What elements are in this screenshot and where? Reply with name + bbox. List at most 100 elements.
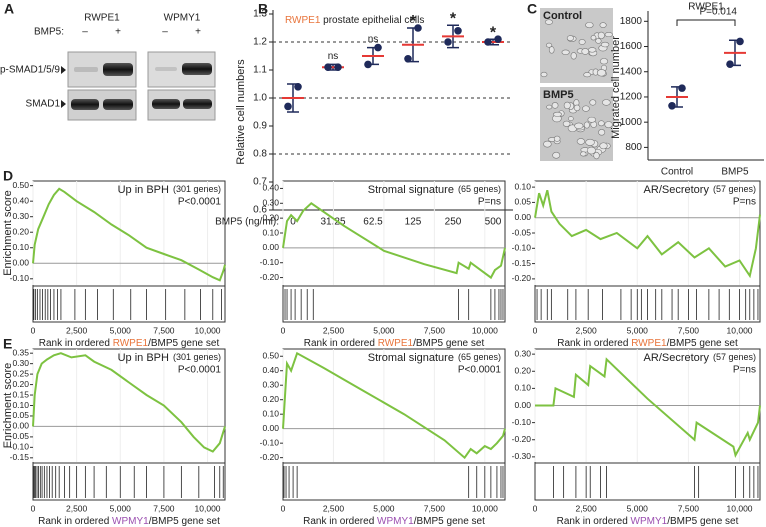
x-label-part: Rank in ordered	[557, 516, 631, 527]
y-tick-label: 0.00	[514, 212, 531, 222]
y-axis-label: Enrichment score	[2, 190, 14, 276]
y-tick-label: -0.15	[512, 258, 532, 268]
p-value: P=ns	[478, 197, 501, 208]
cell	[583, 72, 592, 78]
cell	[593, 151, 600, 160]
row-label: p-SMAD1/5/9	[0, 65, 60, 76]
point	[334, 63, 342, 71]
p-value: P<0.0001	[178, 365, 222, 376]
x-tick-label: 0	[290, 217, 296, 228]
cell	[566, 35, 574, 42]
blot-panel: A RWPE1 WPMY1 BMP5: – + – + p-SMAD1/5/9 …	[0, 1, 216, 121]
cell	[582, 105, 590, 112]
y-tick-label: -0.05	[512, 227, 532, 237]
x-label-part: /BMP5 gene set	[667, 516, 738, 527]
x-tick-label: 2,500	[575, 325, 597, 335]
x-tick-label: 10,000	[195, 325, 221, 335]
y-tick-label: -0.10	[260, 437, 280, 447]
cell	[574, 122, 584, 129]
y-tick-label: 0.30	[262, 198, 279, 208]
chart-title: RWPE1 prostate epithelial cells	[285, 15, 424, 26]
y-tick-label: 0.25	[12, 368, 29, 378]
panel-label: B	[258, 1, 268, 17]
cell	[587, 116, 597, 123]
cell	[600, 41, 610, 48]
x-tick-label: 7,500	[424, 325, 446, 335]
chart-title: Stromal signature (65 genes)	[368, 352, 501, 364]
x-label-part: RWPE1	[113, 338, 149, 349]
cell	[599, 58, 609, 65]
y-tick-label: -0.10	[10, 273, 30, 283]
lane-label: +	[115, 27, 121, 38]
y-tick-label: 0.00	[262, 242, 279, 252]
lane-label: +	[195, 27, 201, 38]
title: Up in BPH	[118, 184, 169, 196]
y-tick-label: 0.6	[253, 205, 267, 216]
title: prostate epithelial cells	[320, 15, 424, 26]
cell	[590, 35, 597, 41]
x-tick-label: 2,500	[66, 503, 88, 513]
cell	[589, 99, 597, 106]
x-tick-label: 5,000	[110, 503, 132, 513]
point	[374, 43, 382, 52]
subtitle: (57 genes)	[713, 184, 756, 194]
title: Stromal signature	[368, 184, 454, 196]
x-tick-label: 0	[281, 325, 286, 335]
cell-line: RWPE1	[84, 13, 120, 24]
x-axis-label: Rank in ordered RWPE1/BMP5 gene set	[557, 338, 738, 349]
y-tick-label: 1600	[620, 41, 643, 52]
y-tick-label: 1800	[620, 16, 643, 27]
point	[284, 102, 292, 111]
y-tick-label: 0.10	[514, 181, 531, 191]
y-tick-label: 1.2	[253, 37, 267, 48]
x-label-part: WPMY1	[631, 516, 668, 527]
p-value: P=ns	[733, 197, 756, 208]
enrichment-curve	[535, 357, 761, 458]
x-label-part: Rank in ordered	[304, 338, 378, 349]
y-tick-label: 0.10	[12, 242, 29, 252]
band	[74, 67, 98, 72]
x-tick-label: 5,000	[627, 325, 649, 335]
y-tick-label: 1.3	[253, 9, 267, 20]
y-tick-label: 0.35	[12, 347, 29, 357]
x-label-part: /BMP5 gene set	[148, 338, 219, 349]
y-tick-label: -0.10	[512, 243, 532, 253]
subtitle: (301 genes)	[173, 184, 221, 194]
cell	[573, 104, 581, 112]
bracket	[676, 19, 736, 26]
y-tick-label: 0.40	[262, 365, 279, 375]
x-label-part: /BMP5 gene set	[667, 338, 738, 349]
enrichment-curve	[282, 202, 506, 280]
cell	[585, 22, 594, 29]
cell	[580, 151, 587, 157]
subtitle: (65 genes)	[458, 352, 501, 362]
cell	[599, 142, 608, 150]
cell	[563, 101, 571, 110]
y-tick-label: -0.10	[10, 442, 30, 452]
y-tick-label: 1000	[620, 117, 643, 128]
y-tick-label: 0.10	[262, 408, 279, 418]
x-tick-label: 5,000	[373, 503, 395, 513]
image-panel: C Control BMP5	[527, 1, 613, 161]
point	[668, 101, 676, 110]
x-axis-label: Rank in ordered WPMY1/BMP5 gene set	[38, 516, 220, 527]
y-axis-label: Enrichment score	[2, 363, 14, 449]
lane-label: –	[162, 27, 168, 38]
x-tick-label: 2,500	[323, 503, 345, 513]
annotation: *	[490, 24, 497, 41]
x-label-part: /BMP5 gene set	[149, 516, 220, 527]
cell	[597, 31, 605, 40]
y-tick-label: 0.20	[262, 394, 279, 404]
point	[364, 60, 372, 69]
point	[444, 38, 452, 46]
chart-title: Up in BPH (301 genes)	[118, 184, 221, 196]
cell	[552, 151, 561, 159]
x-tick-label: 0	[31, 503, 36, 513]
enrichment-curve	[32, 352, 226, 453]
cell	[561, 49, 570, 55]
band	[103, 63, 133, 76]
y-tick-label: 0.10	[262, 227, 279, 237]
x-tick-label: 5,000	[110, 325, 132, 335]
y-tick-label: -0.10	[260, 257, 280, 267]
